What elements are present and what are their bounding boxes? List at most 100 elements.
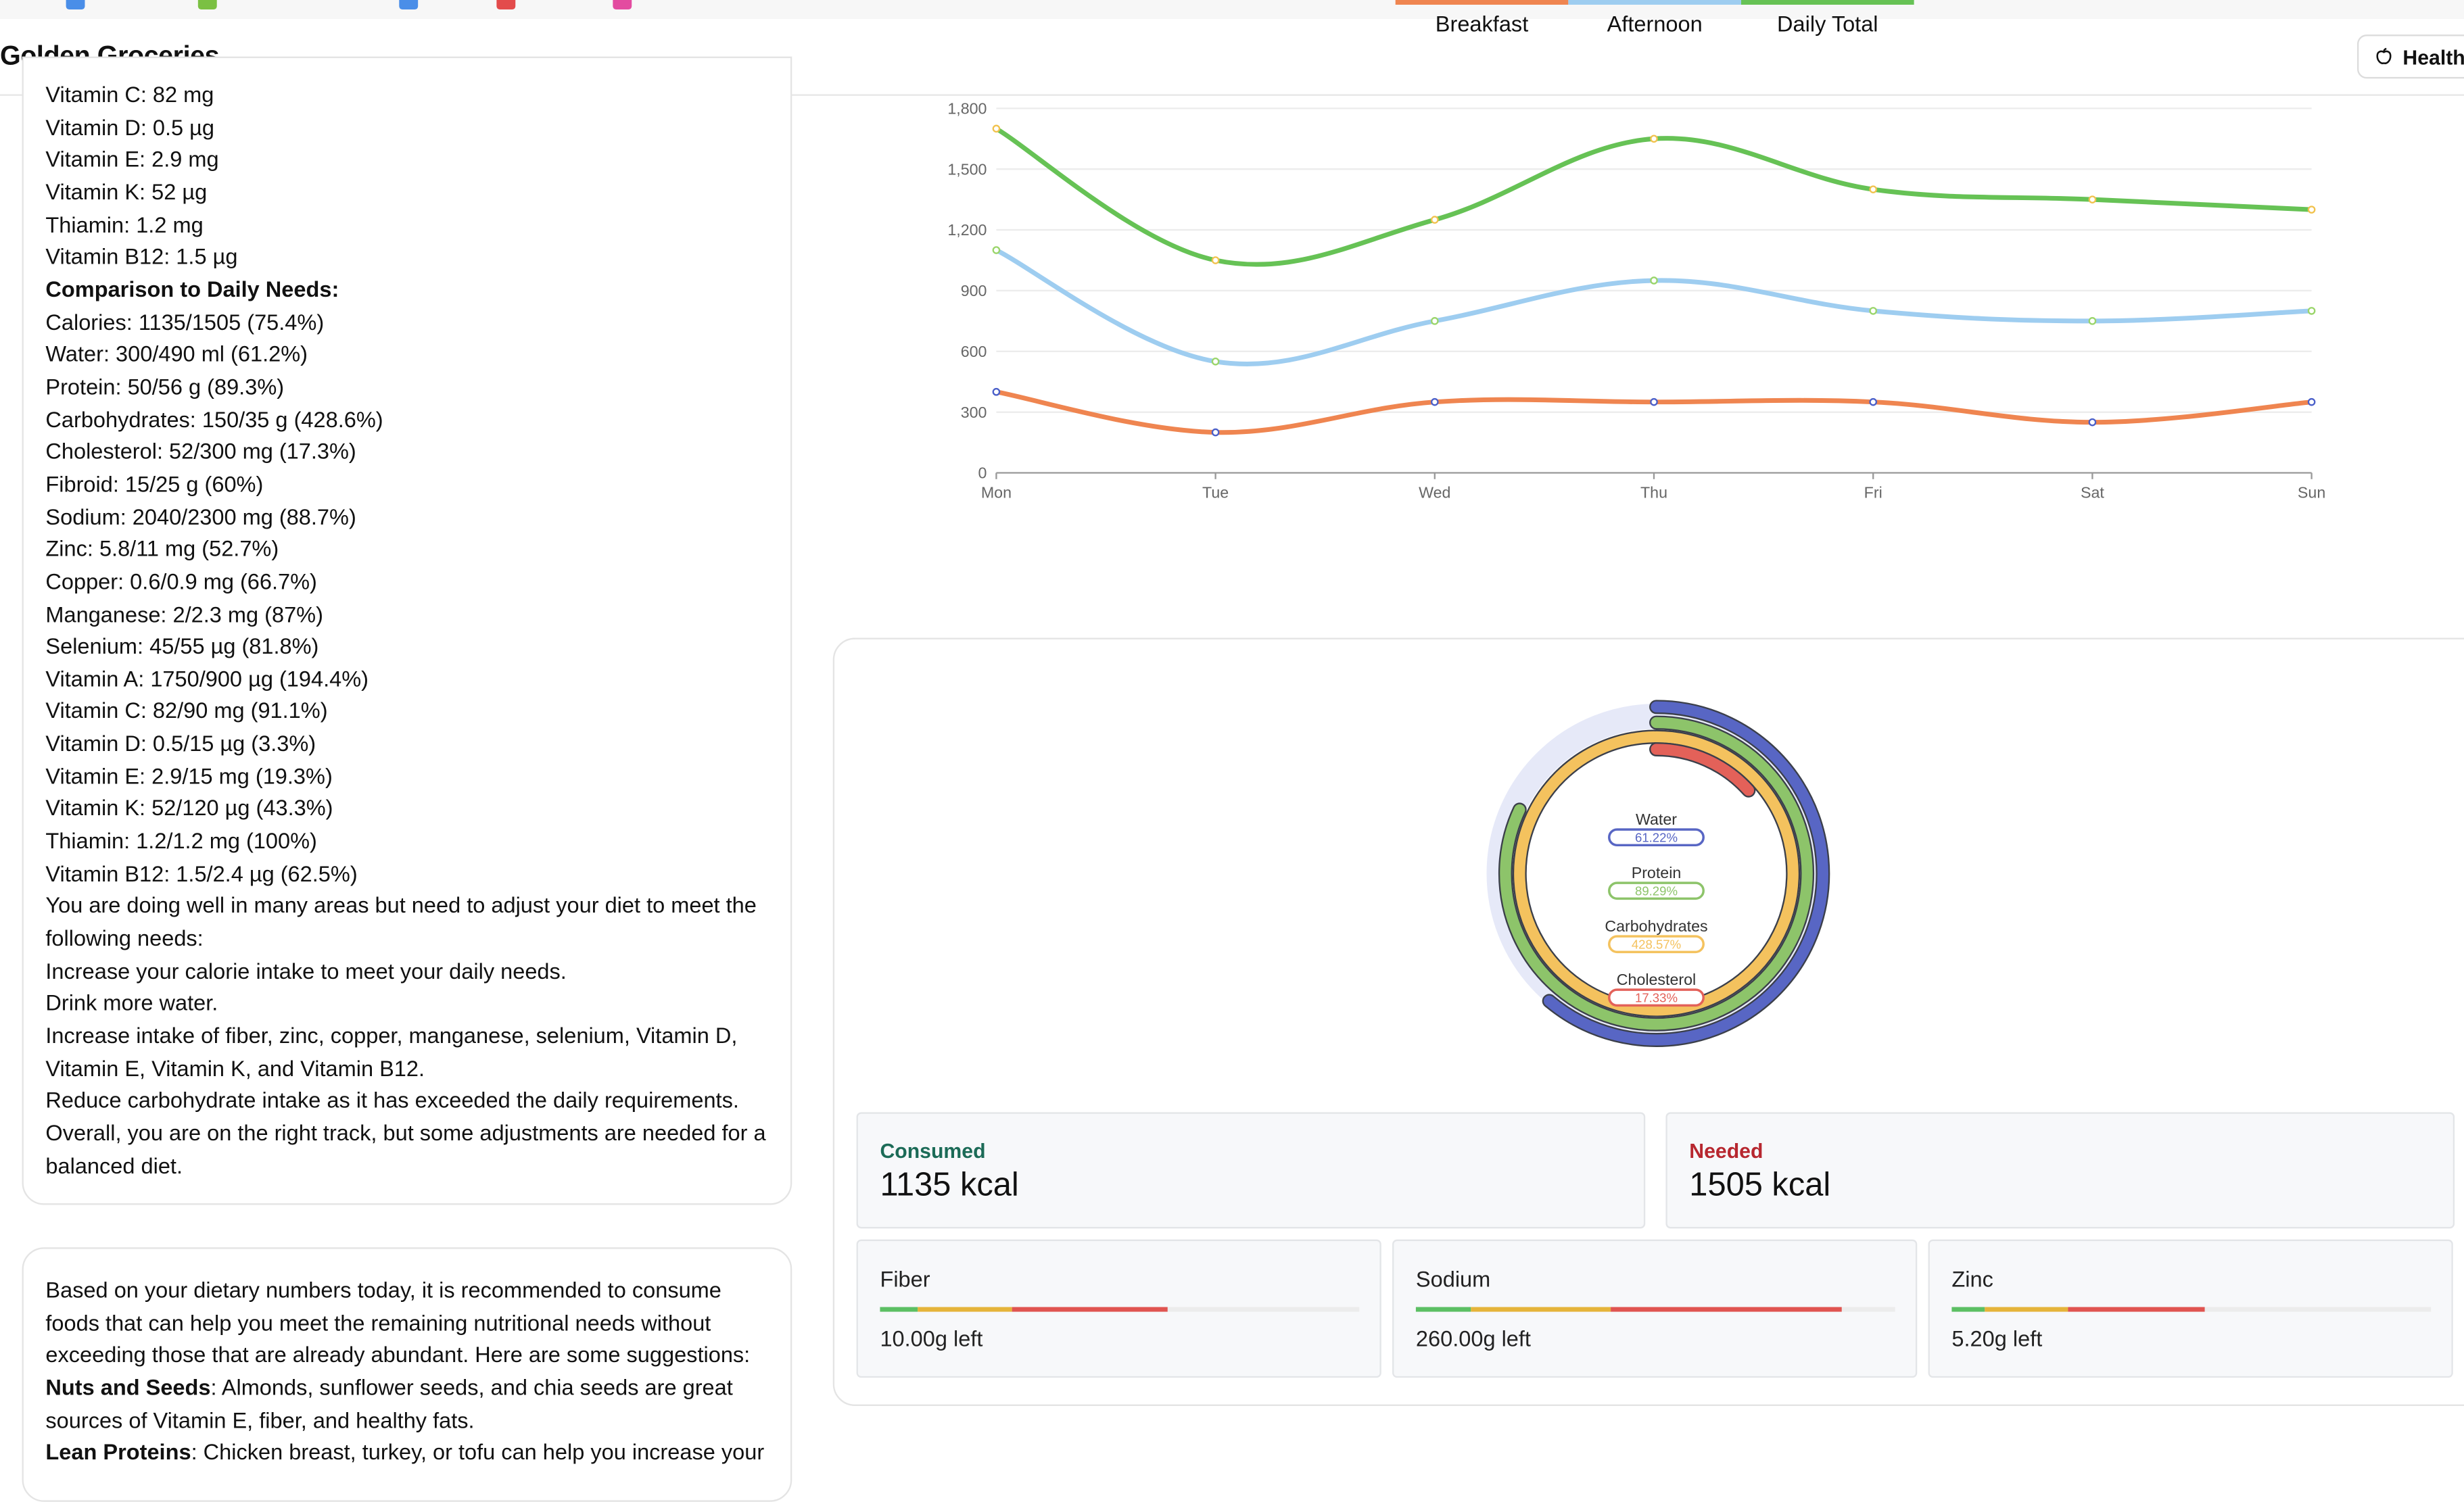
nutrition-line: Reduce carbohydrate intake as it has exc…	[45, 1088, 739, 1113]
legend-item[interactable]: Daily Total	[1740, 0, 1914, 38]
data-point[interactable]	[1211, 256, 1220, 264]
ring-arc-carbohydrates[interactable]	[1514, 731, 1799, 1016]
mineral-card-zinc: Zinc 5.20g left	[1928, 1239, 2453, 1378]
ring-label-pill	[1608, 828, 1705, 847]
data-point[interactable]	[1650, 276, 1658, 285]
mineral-name: Fiber	[880, 1266, 930, 1292]
bookmark-icon[interactable]	[399, 0, 419, 9]
ring-arc-cholesterol[interactable]	[1651, 744, 1755, 796]
legend-swatch	[1395, 0, 1569, 5]
x-tick-label: Sat	[2081, 484, 2104, 502]
legend-item[interactable]: Breakfast	[1395, 0, 1569, 38]
progress-segment	[1984, 1307, 2068, 1312]
nutrition-line: Vitamin A: 1750/900 µg (194.4%)	[45, 665, 369, 692]
nutrition-line: Overall, you are on the right track, but…	[45, 1120, 766, 1178]
ring-label-name: Protein	[1632, 864, 1682, 881]
data-point[interactable]	[2088, 418, 2097, 427]
ring-arc-water[interactable]	[1544, 701, 1828, 1046]
legend-label: Afternoon	[1607, 11, 1703, 37]
legend-label: Breakfast	[1435, 11, 1529, 37]
x-tick-label: Sun	[2298, 484, 2325, 502]
needed-value: 1505 kcal	[1689, 1167, 1831, 1204]
legend-item[interactable]: Afternoon	[1568, 0, 1741, 38]
ring-label-value: 428.57%	[1632, 938, 1681, 952]
nutrition-line: Calories: 1135/1505 (75.4%)	[45, 308, 325, 335]
ring-arc-protein[interactable]	[1500, 717, 1813, 1030]
nutrition-line: Vitamin E: 2.9/15 mg (19.3%)	[45, 762, 333, 789]
bookmark-icon[interactable]	[496, 0, 516, 9]
apple-icon	[2376, 47, 2392, 64]
y-tick-label: 0	[978, 464, 987, 482]
nutrition-line: Carbohydrates: 150/35 g (428.6%)	[45, 406, 383, 432]
nutrition-line: Vitamin C: 82 mg	[45, 81, 214, 107]
bookmark-icon[interactable]	[613, 0, 632, 9]
data-point[interactable]	[2307, 307, 2316, 315]
y-tick-label: 600	[961, 343, 987, 360]
data-point[interactable]	[2088, 195, 2097, 203]
nutrition-line: Vitamin B12: 1.5/2.4 µg (62.5%)	[45, 860, 358, 886]
nutrition-line: Vitamin C: 82/90 mg (91.1%)	[45, 698, 328, 724]
progress-segment	[1471, 1307, 1612, 1312]
data-point[interactable]	[2307, 397, 2316, 406]
y-tick-label: 1,800	[947, 99, 987, 117]
data-point[interactable]	[1650, 397, 1658, 406]
recommendation-intro: Based on your dietary numbers today, it …	[45, 1277, 751, 1367]
nutrition-summary-card: Vitamin C: 82 mg Vitamin D: 0.5 µg Vitamin…	[22, 56, 792, 1205]
legend-swatch	[1740, 0, 1914, 5]
ring-label-value: 89.29%	[1635, 884, 1678, 898]
progress-segment	[917, 1307, 1013, 1312]
data-point[interactable]	[2088, 317, 2097, 325]
bookmark-icon[interactable]	[66, 0, 85, 9]
data-point[interactable]	[1650, 135, 1658, 143]
ring-label-name: Cholesterol	[1617, 971, 1696, 988]
data-point[interactable]	[1431, 216, 1439, 224]
ring-label-value: 17.33%	[1635, 991, 1678, 1005]
progress-segment	[1415, 1307, 1471, 1312]
nutrition-line: Manganese: 2/2.3 mg (87%)	[45, 600, 323, 627]
mineral-name: Sodium	[1415, 1266, 1491, 1292]
mineral-remaining: 5.20g left	[1951, 1326, 2043, 1351]
nutrient-ring-chart: Water 61.22% Protein 89.29% Carbohydrates 428…	[1486, 700, 1830, 1047]
nutrition-line: Vitamin D: 0.5/15 µg (3.3%)	[45, 730, 316, 756]
progress-segment	[1611, 1307, 1841, 1312]
progress-segment	[2068, 1307, 2204, 1312]
nutrition-line: Selenium: 45/55 µg (81.8%)	[45, 633, 319, 659]
data-point[interactable]	[992, 387, 1001, 396]
progress-segment	[880, 1307, 918, 1312]
mineral-card-fiber: Fiber 10.00g left	[856, 1239, 1381, 1378]
mineral-progress-bar	[1951, 1307, 2432, 1312]
ring-label-name: Water	[1636, 810, 1677, 828]
data-point[interactable]	[1431, 397, 1439, 406]
ring-label-pill	[1608, 881, 1705, 900]
data-point[interactable]	[2307, 205, 2316, 214]
mineral-progress-bar	[880, 1307, 1360, 1312]
y-tick-label: 1,500	[947, 160, 987, 178]
ring-label-value: 61.22%	[1635, 831, 1678, 845]
needed-label: Needed	[1689, 1138, 1763, 1163]
x-tick-label: Thu	[1640, 484, 1667, 502]
data-point[interactable]	[1431, 317, 1439, 325]
recommendation-card: Based on your dietary numbers today, it …	[22, 1247, 792, 1502]
mineral-progress-bar	[1415, 1307, 1895, 1312]
data-point[interactable]	[1869, 185, 1878, 193]
recommendation-text: Based on your dietary numbers today, it …	[45, 1274, 774, 1469]
data-point[interactable]	[1869, 397, 1878, 406]
y-tick-label: 1,200	[947, 221, 987, 239]
legend-swatch	[1568, 0, 1741, 5]
bookmarks-bar	[0, 0, 2464, 21]
nutrition-line: Vitamin K: 52 µg	[45, 178, 208, 205]
nutrition-line: Increase your calorie intake to meet you…	[45, 957, 567, 984]
data-point[interactable]	[1869, 307, 1878, 315]
line-chart-svg: 0 300 600 900 1,200 1,500 1,800 Mon Tue Wed Thu Fri…	[947, 99, 2325, 502]
data-point[interactable]	[992, 246, 1001, 254]
y-tick-label: 300	[961, 404, 987, 421]
nutrition-line: Vitamin E: 2.9 mg	[45, 146, 219, 172]
nutrition-line: Comparison to Daily Needs:	[45, 276, 339, 302]
data-point[interactable]	[1211, 357, 1220, 366]
bookmark-icon[interactable]	[197, 0, 217, 9]
nutrition-line: Sodium: 2040/2300 mg (88.7%)	[45, 503, 356, 529]
data-point[interactable]	[992, 124, 1001, 133]
data-point[interactable]	[1211, 428, 1220, 437]
health-button[interactable]: Health	[2356, 34, 2464, 79]
nutrition-line: Vitamin B12: 1.5 µg	[45, 243, 238, 270]
